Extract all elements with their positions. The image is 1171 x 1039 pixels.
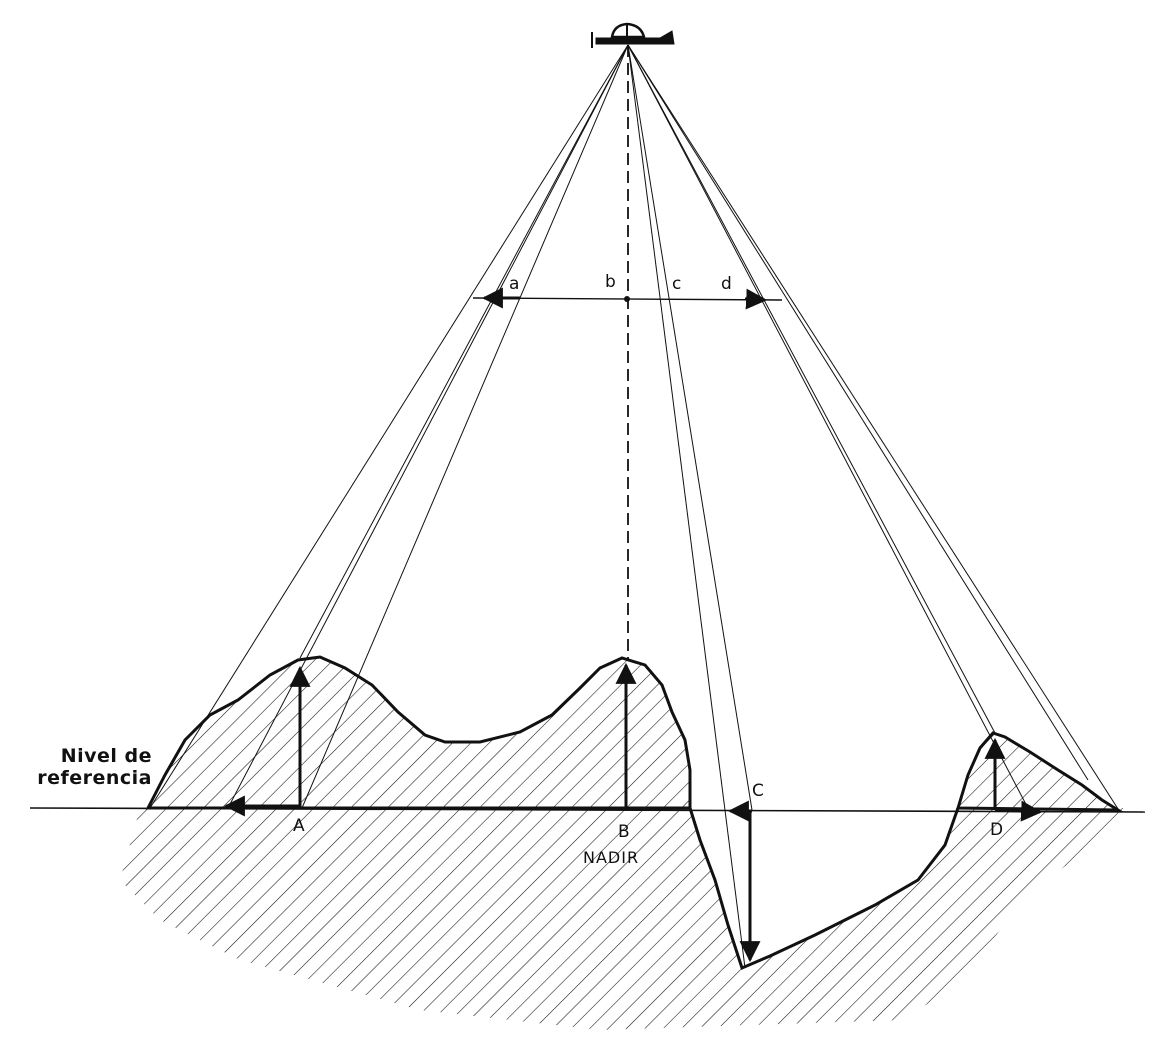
image-point-c-label: c bbox=[672, 274, 682, 294]
nadir-label: NADIR bbox=[583, 848, 640, 867]
reference-level-label-line1: Nivel de bbox=[60, 745, 152, 767]
image-point-a-label: a bbox=[509, 274, 520, 294]
reference-level-label-line2: referencia bbox=[37, 767, 152, 789]
height-arrows bbox=[223, 662, 1043, 963]
image-displacement-d bbox=[744, 288, 768, 310]
image-point-b-label: b bbox=[605, 272, 616, 292]
terrain bbox=[120, 655, 1140, 1030]
reference-level-label: Nivel de referencia bbox=[22, 745, 152, 789]
valley-outline bbox=[688, 807, 960, 971]
image-point-d-label: d bbox=[721, 274, 732, 294]
left-hill bbox=[145, 655, 692, 810]
image-point-b-dot bbox=[624, 296, 630, 302]
displacement-arrow-d bbox=[994, 800, 1043, 822]
airplane-icon bbox=[591, 22, 675, 48]
ground-below-reference bbox=[120, 808, 1140, 1030]
ground-point-d-label: D bbox=[990, 820, 1004, 840]
ground-point-c-label: C bbox=[752, 781, 764, 801]
ground-point-b-label: B bbox=[618, 822, 630, 842]
projection-rays bbox=[149, 44, 1121, 969]
reference-level-line bbox=[29, 807, 1146, 813]
ground-point-a-label: A bbox=[293, 816, 305, 836]
